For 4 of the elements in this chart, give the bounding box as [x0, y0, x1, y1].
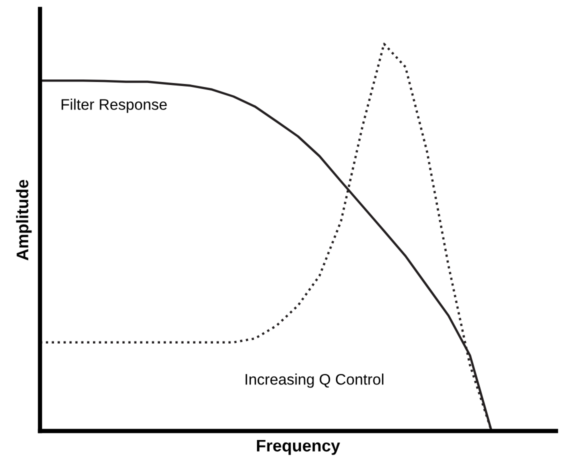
x-axis-title: Frequency [256, 440, 340, 455]
y-axis-title: Amplitude [16, 180, 32, 260]
annotation: Filter Response [62, 98, 167, 113]
annotation: Increasing Q Control [246, 374, 384, 388]
